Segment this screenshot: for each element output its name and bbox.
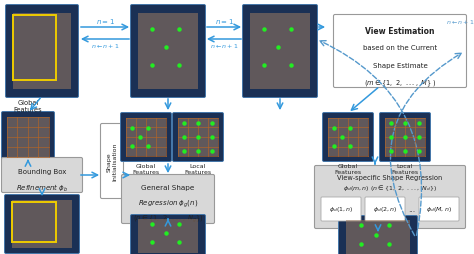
Text: $\phi_d(M,n)$: $\phi_d(M,n)$	[426, 205, 452, 214]
Text: Features: Features	[184, 169, 211, 174]
Text: Local: Local	[190, 163, 206, 168]
FancyBboxPatch shape	[380, 113, 430, 162]
FancyBboxPatch shape	[130, 215, 206, 254]
Text: Regression $\phi_g(n)$: Regression $\phi_g(n)$	[138, 197, 198, 209]
Bar	[328, 118, 368, 157]
Bar	[12, 202, 56, 242]
FancyBboxPatch shape	[315, 166, 465, 229]
Text: $(n\in\{1,\ 2,\ ...,\ N_g\})$: $(n\in\{1,\ 2,\ ...,\ N_g\})$	[133, 213, 203, 224]
Bar	[138, 219, 198, 253]
Text: $n\leftarrow n+1$: $n\leftarrow n+1$	[91, 42, 119, 50]
Bar	[346, 220, 410, 254]
Text: based on the Current: based on the Current	[363, 45, 437, 51]
Text: View Estimation: View Estimation	[365, 26, 435, 35]
Text: General Shape: General Shape	[141, 185, 195, 191]
Text: $n=1$: $n=1$	[215, 18, 233, 26]
Text: Features: Features	[132, 169, 160, 174]
Bar	[12, 201, 72, 248]
Bar	[178, 118, 218, 157]
Text: Refinement $\phi_b$: Refinement $\phi_b$	[16, 182, 68, 193]
FancyBboxPatch shape	[173, 113, 224, 162]
Bar	[250, 14, 310, 89]
FancyBboxPatch shape	[338, 216, 418, 254]
FancyBboxPatch shape	[6, 6, 79, 98]
Text: Global: Global	[338, 163, 358, 168]
Text: $n=1$: $n=1$	[96, 18, 114, 26]
FancyBboxPatch shape	[1, 112, 55, 163]
FancyBboxPatch shape	[4, 195, 80, 253]
Bar	[138, 14, 198, 89]
Text: $\phi_d(m,n)\ (n\in\{1,\ 2,\ ...,\ N_d\})$: $\phi_d(m,n)\ (n\in\{1,\ 2,\ ...,\ N_d\}…	[343, 182, 437, 192]
Text: Global: Global	[18, 100, 39, 106]
FancyBboxPatch shape	[121, 175, 215, 224]
Text: Local: Local	[397, 163, 413, 168]
Text: Shape
Initialisation: Shape Initialisation	[107, 142, 118, 181]
Text: $\phi_d(2,n)$: $\phi_d(2,n)$	[373, 205, 397, 214]
Text: $n\leftarrow n+1$: $n\leftarrow n+1$	[210, 42, 238, 50]
FancyBboxPatch shape	[130, 6, 206, 98]
Text: Shape Estimate: Shape Estimate	[373, 63, 428, 69]
Bar	[126, 118, 166, 157]
Text: $(m\in\{1,\ 2,\ ...,\ M\}\ )$: $(m\in\{1,\ 2,\ ...,\ M\}\ )$	[364, 78, 437, 88]
FancyBboxPatch shape	[1, 158, 82, 193]
Text: Features: Features	[392, 169, 419, 174]
Text: Bounding Box: Bounding Box	[18, 168, 66, 174]
Text: Global: Global	[136, 163, 156, 168]
Text: View-specific Shape Regression: View-specific Shape Regression	[337, 174, 443, 180]
FancyBboxPatch shape	[419, 197, 459, 221]
Text: $\phi_d(1,n)$: $\phi_d(1,n)$	[329, 205, 353, 214]
Bar	[13, 16, 56, 81]
Text: ...: ...	[409, 205, 416, 214]
FancyBboxPatch shape	[322, 113, 374, 162]
FancyBboxPatch shape	[120, 113, 172, 162]
FancyBboxPatch shape	[365, 197, 405, 221]
Bar	[7, 117, 49, 157]
FancyBboxPatch shape	[321, 197, 361, 221]
Text: Features: Features	[335, 169, 362, 174]
Bar	[385, 118, 425, 157]
FancyBboxPatch shape	[334, 15, 466, 88]
Text: $n\leftarrow n+1$: $n\leftarrow n+1$	[446, 18, 474, 26]
Text: Features: Features	[14, 107, 42, 113]
FancyBboxPatch shape	[243, 6, 318, 98]
Bar	[13, 14, 72, 89]
FancyBboxPatch shape	[100, 124, 124, 199]
